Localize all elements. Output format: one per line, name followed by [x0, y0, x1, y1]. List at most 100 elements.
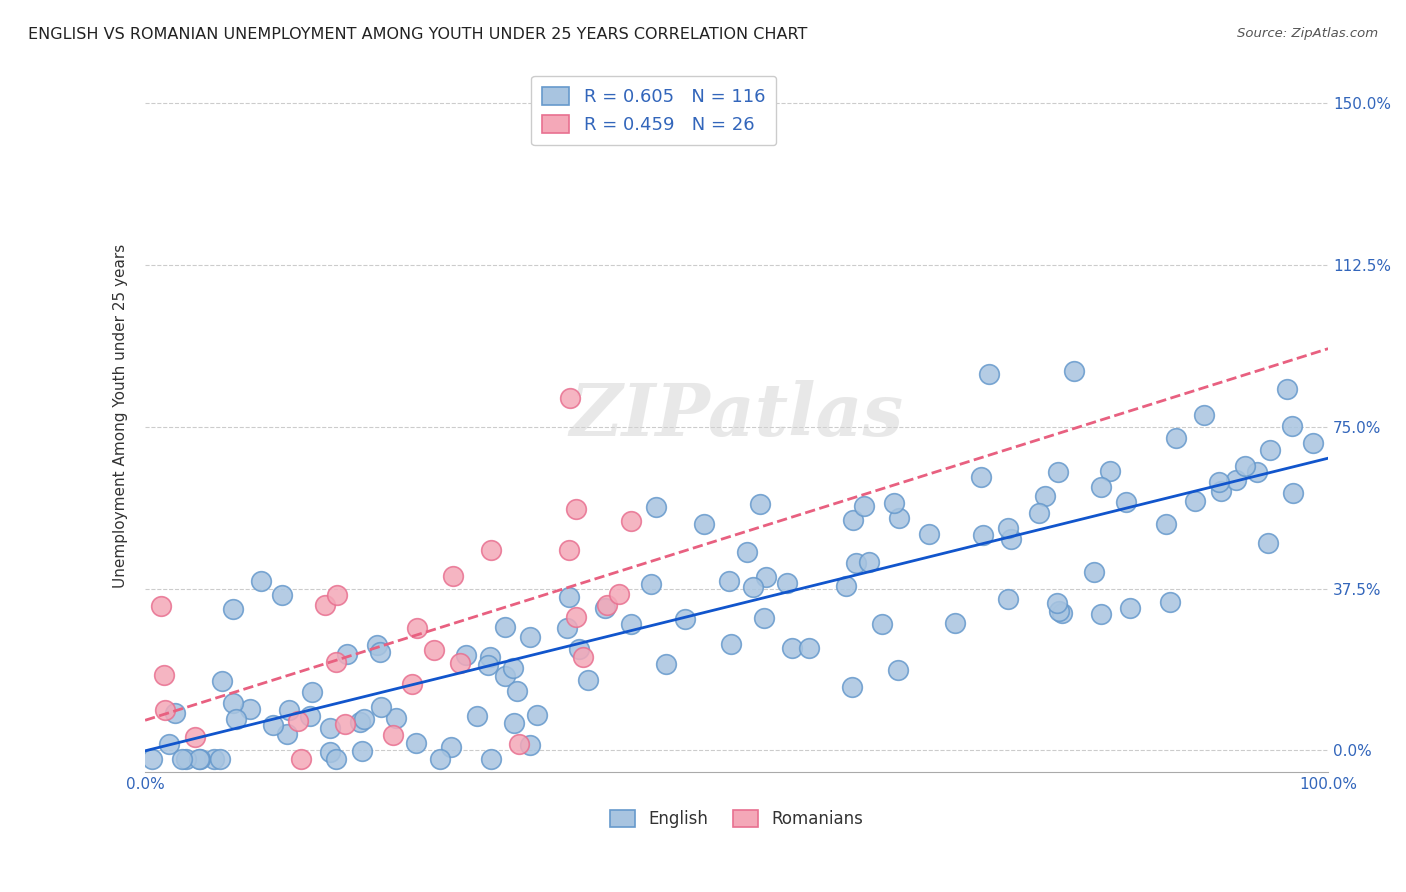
English — [502, 715, 524, 730]
Romanians — [607, 587, 630, 601]
English — [835, 579, 858, 593]
English — [673, 611, 696, 625]
English — [693, 516, 716, 531]
English — [872, 617, 894, 632]
English — [1257, 536, 1279, 550]
Romanians — [441, 569, 464, 583]
English — [620, 617, 643, 632]
English — [567, 642, 589, 657]
English — [1119, 601, 1142, 615]
English — [405, 737, 427, 751]
English — [271, 588, 294, 602]
English — [842, 513, 865, 527]
English — [1277, 382, 1299, 396]
Romanians — [620, 514, 643, 528]
English — [478, 650, 501, 665]
Romanians — [184, 731, 207, 745]
English — [1154, 517, 1177, 532]
English — [1281, 486, 1303, 500]
English — [1046, 465, 1069, 479]
Romanians — [290, 752, 312, 766]
English — [576, 673, 599, 687]
English — [456, 648, 478, 662]
Romanians — [479, 542, 502, 557]
English — [845, 556, 868, 570]
English — [1050, 606, 1073, 620]
English — [209, 752, 232, 766]
English — [519, 630, 541, 644]
English — [1281, 418, 1303, 433]
English — [440, 739, 463, 754]
Y-axis label: Unemployment Among Youth under 25 years: Unemployment Among Youth under 25 years — [114, 244, 128, 588]
English — [1090, 607, 1112, 622]
English — [165, 706, 187, 720]
English — [211, 673, 233, 688]
English — [221, 696, 243, 710]
English — [555, 621, 578, 635]
English — [755, 570, 778, 584]
English — [222, 601, 245, 615]
English — [1302, 435, 1324, 450]
English — [318, 721, 340, 735]
English — [299, 709, 322, 723]
English — [1047, 604, 1070, 618]
English — [141, 752, 163, 766]
English — [655, 657, 678, 671]
English — [1164, 431, 1187, 445]
English — [1115, 494, 1137, 508]
English — [776, 576, 799, 591]
Text: ZIPatlas: ZIPatlas — [569, 380, 904, 451]
English — [1028, 507, 1050, 521]
English — [174, 752, 197, 766]
English — [1063, 363, 1085, 377]
English — [640, 577, 662, 591]
English — [780, 640, 803, 655]
English — [735, 545, 758, 559]
English — [943, 615, 966, 630]
English — [593, 600, 616, 615]
Romanians — [572, 649, 595, 664]
English — [887, 663, 910, 677]
Romanians — [287, 714, 309, 728]
Romanians — [150, 599, 173, 614]
English — [1083, 565, 1105, 579]
English — [202, 752, 225, 766]
English — [366, 638, 388, 652]
Legend: English, Romanians: English, Romanians — [603, 804, 870, 835]
English — [797, 641, 820, 656]
Romanians — [565, 501, 588, 516]
English — [301, 685, 323, 699]
English — [526, 708, 548, 723]
Romanians — [381, 728, 404, 742]
English — [718, 574, 741, 588]
Romanians — [333, 717, 356, 731]
English — [336, 647, 359, 661]
English — [187, 752, 209, 766]
English — [1208, 475, 1230, 489]
English — [1159, 595, 1181, 609]
English — [997, 592, 1019, 607]
Romanians — [153, 703, 176, 717]
English — [159, 737, 181, 751]
English — [1192, 408, 1215, 422]
English — [970, 470, 993, 484]
English — [977, 367, 1000, 381]
English — [479, 752, 502, 766]
Romanians — [325, 655, 347, 669]
English — [172, 752, 194, 766]
English — [918, 526, 941, 541]
Romanians — [449, 657, 471, 671]
English — [558, 590, 581, 604]
English — [1184, 493, 1206, 508]
English — [429, 752, 451, 766]
English — [353, 713, 375, 727]
English — [249, 574, 271, 589]
English — [720, 637, 742, 651]
English — [225, 712, 247, 726]
English — [506, 684, 529, 698]
English — [749, 497, 772, 511]
English — [1258, 443, 1281, 458]
English — [276, 727, 298, 741]
Text: ENGLISH VS ROMANIAN UNEMPLOYMENT AMONG YOUTH UNDER 25 YEARS CORRELATION CHART: ENGLISH VS ROMANIAN UNEMPLOYMENT AMONG Y… — [28, 27, 807, 42]
English — [278, 703, 301, 717]
